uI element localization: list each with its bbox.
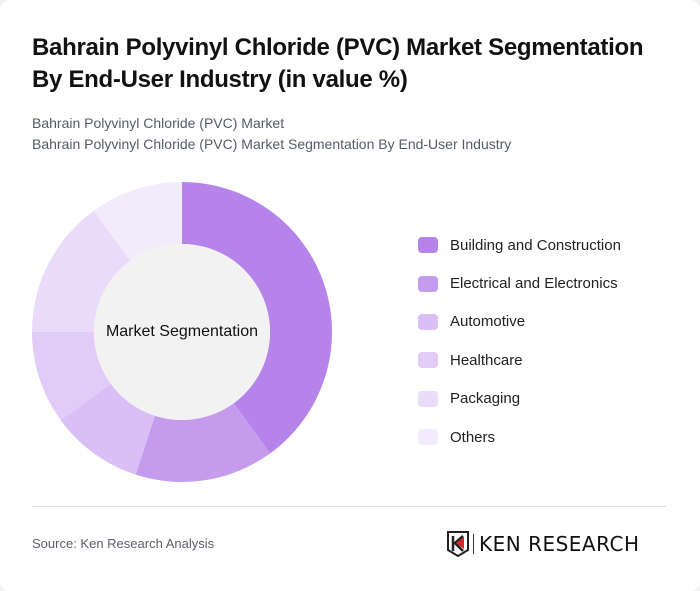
source-note: Source: Ken Research Analysis (32, 536, 215, 551)
legend-label: Automotive (450, 313, 526, 331)
legend-item[interactable]: Building and Construction (418, 226, 621, 264)
donut-slice[interactable] (60, 383, 155, 475)
chart-title: Bahrain Polyvinyl Chloride (PVC) Market … (32, 34, 644, 93)
legend-swatch (418, 275, 438, 292)
legend-swatch (418, 237, 438, 254)
donut-slice[interactable] (32, 332, 111, 421)
legend-item[interactable]: Packaging (418, 380, 621, 418)
ken-research-logo: KEN RESEARCH (447, 530, 640, 558)
legend-swatch (418, 390, 438, 407)
donut-slice[interactable] (182, 182, 332, 454)
donut-slice[interactable] (135, 403, 271, 482)
chart-subtitle: Bahrain Polyvinyl Chloride (PVC) Market … (32, 113, 511, 155)
logo-separator (473, 534, 474, 554)
logo-text: KEN RESEARCH (479, 532, 640, 556)
chart-legend: Building and Construction Electrical and… (418, 226, 621, 456)
donut-hole (94, 244, 270, 420)
legend-swatch (418, 352, 438, 369)
donut-chart: Market Segmentation (32, 182, 332, 482)
footer-divider (32, 506, 666, 507)
legend-label: Others (450, 428, 496, 446)
legend-item[interactable]: Healthcare (418, 341, 621, 379)
legend-swatch (418, 429, 438, 446)
legend-item[interactable]: Automotive (418, 303, 621, 341)
ken-research-shield-icon (447, 531, 469, 557)
legend-item[interactable]: Electrical and Electronics (418, 264, 621, 302)
legend-item[interactable]: Others (418, 418, 621, 456)
donut-slice[interactable] (32, 210, 131, 332)
donut-slice[interactable] (93, 182, 182, 261)
legend-label: Healthcare (450, 351, 523, 369)
subtitle-line-1: Bahrain Polyvinyl Chloride (PVC) Market (32, 115, 285, 131)
legend-swatch (418, 313, 438, 330)
donut-svg (32, 182, 332, 482)
legend-label: Building and Construction (450, 236, 621, 254)
subtitle-line-2: Bahrain Polyvinyl Chloride (PVC) Market … (32, 136, 512, 152)
legend-label: Electrical and Electronics (450, 275, 618, 293)
legend-label: Packaging (450, 390, 521, 408)
